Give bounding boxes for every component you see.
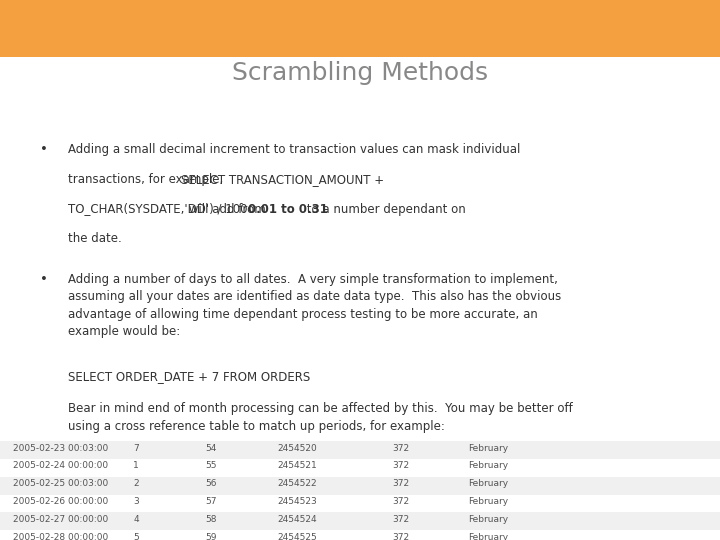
Text: 2454521: 2454521 [277,462,317,470]
Text: •: • [40,143,48,156]
Text: 372: 372 [392,497,410,506]
Text: 2454525: 2454525 [277,533,317,540]
Text: SELECT ORDER_DATE + 7 FROM ORDERS: SELECT ORDER_DATE + 7 FROM ORDERS [68,370,310,383]
Text: 2454522: 2454522 [277,480,317,488]
Text: 2005-02-24 00:00:00: 2005-02-24 00:00:00 [13,462,108,470]
Text: 2005-02-25 00:03:00: 2005-02-25 00:03:00 [13,480,108,488]
Text: 1: 1 [133,462,139,470]
Text: 372: 372 [392,462,410,470]
Text: 372: 372 [392,444,410,453]
Text: •: • [40,273,48,286]
Text: will add from: will add from [185,202,269,215]
Text: 55: 55 [205,462,217,470]
Text: February: February [468,462,508,470]
Text: February: February [468,515,508,524]
Text: the date.: the date. [68,232,122,245]
Text: 2005-02-26 00:00:00: 2005-02-26 00:00:00 [13,497,108,506]
FancyBboxPatch shape [0,512,720,530]
Text: 54: 54 [205,444,217,453]
Text: 2005-02-28 00:00:00: 2005-02-28 00:00:00 [13,533,108,540]
Text: 56: 56 [205,480,217,488]
Text: SELECT TRANSACTION_AMOUNT +: SELECT TRANSACTION_AMOUNT + [181,173,384,186]
Text: 2: 2 [133,480,139,488]
FancyBboxPatch shape [0,477,720,495]
Text: 372: 372 [392,515,410,524]
Text: 2454523: 2454523 [277,497,317,506]
Text: 57: 57 [205,497,217,506]
Text: 4: 4 [133,515,139,524]
Text: Adding a small decimal increment to transaction values can mask individual: Adding a small decimal increment to tran… [68,143,521,156]
FancyBboxPatch shape [0,0,720,57]
Text: TO_CHAR(SYSDATE,'DD') / 100: TO_CHAR(SYSDATE,'DD') / 100 [68,202,248,215]
Text: 3: 3 [133,497,139,506]
Text: 2454520: 2454520 [277,444,317,453]
Text: 5: 5 [133,533,139,540]
Text: 2005-02-23 00:03:00: 2005-02-23 00:03:00 [13,444,108,453]
Text: 7: 7 [133,444,139,453]
Text: February: February [468,497,508,506]
Text: to a number dependant on: to a number dependant on [303,202,466,215]
Text: 372: 372 [392,533,410,540]
Text: Adding a number of days to all dates.  A very simple transformation to implement: Adding a number of days to all dates. A … [68,273,562,338]
Text: February: February [468,480,508,488]
Text: 372: 372 [392,480,410,488]
Text: Bear in mind end of month processing can be affected by this.  You may be better: Bear in mind end of month processing can… [68,402,573,433]
Text: 2454524: 2454524 [277,515,317,524]
Text: 59: 59 [205,533,217,540]
FancyBboxPatch shape [0,441,720,459]
Text: transactions, for example,: transactions, for example, [68,173,228,186]
Text: February: February [468,444,508,453]
Text: 2005-02-27 00:00:00: 2005-02-27 00:00:00 [13,515,108,524]
Text: February: February [468,533,508,540]
Text: 0.01 to 0.31: 0.01 to 0.31 [248,202,328,215]
Text: Scrambling Methods: Scrambling Methods [232,61,488,85]
Text: 58: 58 [205,515,217,524]
